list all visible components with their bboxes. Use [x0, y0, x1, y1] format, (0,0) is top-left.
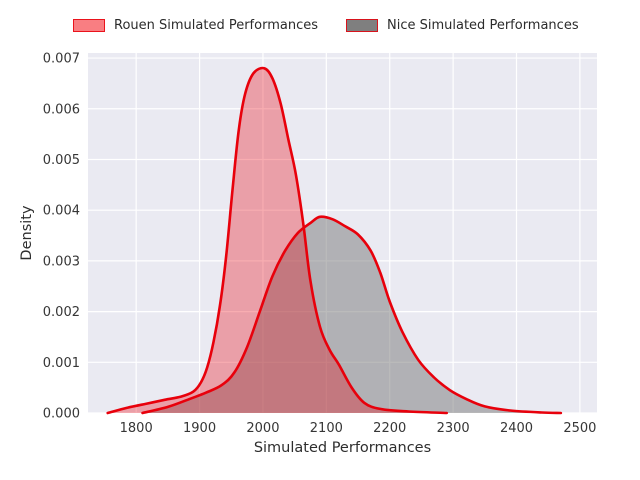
rouen-density-fill	[107, 68, 447, 413]
legend-item-nice: Nice Simulated Performances	[346, 18, 579, 33]
y-tick-label-0.002: 0.002	[43, 305, 80, 320]
x-tick-label-2500: 2500	[563, 421, 596, 436]
y-tick-label-0.006: 0.006	[43, 102, 80, 117]
y-axis-title: Density	[19, 205, 35, 261]
y-tick-label-0.004: 0.004	[43, 204, 80, 219]
x-tick-label-1900: 1900	[183, 421, 216, 436]
x-axis-title: Simulated Performances	[253, 440, 432, 456]
x-tick-label-2300: 2300	[437, 421, 470, 436]
y-tick-label-0.005: 0.005	[43, 153, 80, 168]
y-tick-label-0.003: 0.003	[43, 254, 80, 269]
legend: Rouen Simulated Performances Nice Simula…	[73, 18, 579, 33]
legend-item-rouen: Rouen Simulated Performances	[73, 18, 318, 33]
y-tick-label-0.000: 0.000	[43, 407, 80, 422]
nice-legend-swatch-icon	[346, 19, 378, 32]
nice-density-line	[141, 215, 563, 415]
y-tick-label-0.007: 0.007	[43, 52, 80, 67]
rouen-legend-label: Rouen Simulated Performances	[114, 18, 318, 33]
y-tick-label-0.001: 0.001	[43, 356, 80, 371]
x-tick-label-2200: 2200	[373, 421, 406, 436]
x-tick-label-2000: 2000	[246, 421, 279, 436]
x-tick-label-1800: 1800	[120, 421, 153, 436]
rouen-legend-swatch-icon	[73, 19, 105, 32]
nice-density-fill	[142, 216, 561, 413]
nice-legend-label: Nice Simulated Performances	[387, 18, 579, 33]
rouen-density-line	[106, 66, 449, 415]
x-tick-label-2400: 2400	[500, 421, 533, 436]
x-tick-label-2100: 2100	[310, 421, 343, 436]
